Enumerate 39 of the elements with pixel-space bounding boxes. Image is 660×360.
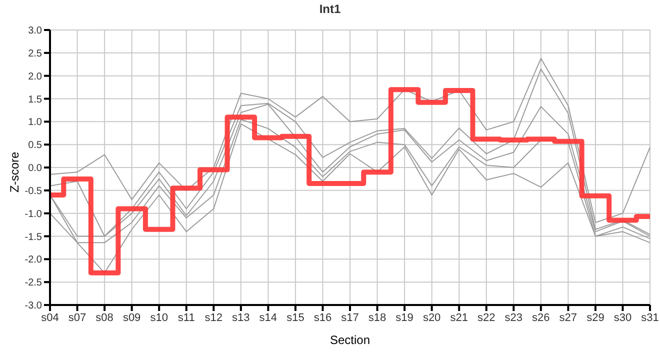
- x-tick-label: s27: [559, 312, 578, 324]
- x-tick-label: s23: [504, 312, 523, 324]
- x-tick-label: s14: [259, 312, 278, 324]
- y-tick-label: 1.5: [28, 94, 42, 106]
- x-tick-label: s19: [396, 312, 414, 324]
- x-tick-label: s13: [232, 312, 250, 324]
- x-tick-label: s26: [532, 312, 550, 324]
- chart-title: Int1: [318, 2, 342, 16]
- y-tick-label: -2.0: [24, 254, 42, 266]
- x-tick-label: s12: [204, 312, 223, 324]
- y-tick-label: -0.5: [24, 186, 42, 197]
- x-axis-title: Section: [330, 333, 370, 347]
- x-tick-label: s18: [368, 312, 386, 324]
- x-tick-label: s08: [96, 312, 114, 324]
- x-tick-label: s17: [341, 312, 359, 324]
- x-tick-label: s04: [41, 312, 59, 324]
- x-tick-label: s11: [178, 312, 195, 324]
- x-tick-label: s09: [122, 312, 141, 324]
- y-tick-label: -1.0: [24, 208, 42, 220]
- y-tick-label: -2.5: [24, 278, 42, 289]
- x-tick-label: s20: [422, 312, 441, 324]
- y-tick-label: 0.0: [28, 163, 42, 174]
- x-tick-label: s22: [477, 312, 496, 324]
- x-tick-label: s07: [68, 312, 86, 324]
- x-tick-label: s21: [450, 312, 468, 324]
- x-tick-label: s16: [314, 312, 332, 324]
- y-tick-label: 2.5: [28, 48, 42, 60]
- y-tick-label: 2.0: [28, 71, 42, 82]
- x-tick-label: s29: [586, 312, 604, 324]
- x-tick-label: s15: [286, 312, 304, 324]
- y-tick-label: 0.5: [28, 140, 42, 152]
- x-tick-label: s10: [150, 312, 168, 324]
- y-tick-label: 3.0: [28, 26, 42, 37]
- y-axis-title: Z-score: [7, 152, 22, 192]
- x-tick-label: s30: [614, 312, 632, 324]
- y-tick-label: 1.0: [28, 117, 42, 128]
- x-tick-label: s31: [641, 312, 659, 324]
- y-tick-label: -3.0: [24, 300, 42, 312]
- y-tick-label: -1.5: [24, 232, 42, 243]
